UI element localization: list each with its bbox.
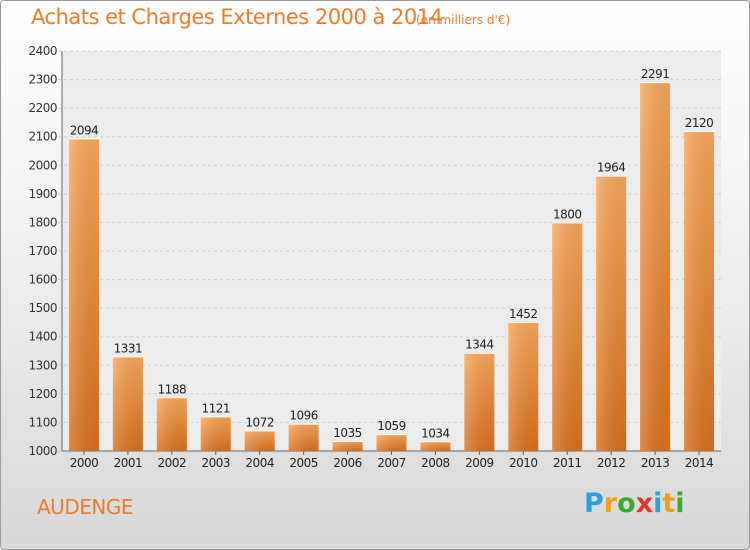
data-label: 1188: [158, 382, 187, 396]
bar-shade: [332, 441, 363, 451]
chart-unit-subtitle: (en milliers d'€): [416, 13, 511, 27]
commune-name: AUDENGE: [37, 495, 133, 519]
bar-shade: [596, 175, 627, 452]
y-tick-label: 1500: [28, 301, 57, 315]
logo-letter: o: [617, 488, 636, 519]
data-label: 1059: [377, 419, 406, 433]
y-tick-label: 2300: [28, 73, 57, 87]
data-label: 1964: [597, 161, 626, 175]
x-tick-label: 2007: [377, 456, 406, 470]
x-tick-label: 2000: [70, 456, 99, 470]
logo-letter: i: [675, 488, 685, 519]
data-label: 2120: [685, 116, 714, 130]
bar-shade: [112, 356, 143, 451]
bar-shade: [420, 441, 451, 451]
logo-letter: x: [635, 488, 654, 519]
bar-shade: [156, 397, 187, 451]
bar-shade: [464, 352, 495, 451]
y-tick-label: 2200: [28, 101, 57, 115]
x-tick-label: 2013: [641, 456, 670, 470]
x-tick-label: 2008: [421, 456, 450, 470]
data-label: 1331: [114, 341, 143, 355]
logo-letter: i: [653, 488, 663, 519]
x-tick-label: 2004: [245, 456, 274, 470]
data-label: 1035: [333, 426, 362, 440]
bar-shade: [552, 222, 583, 451]
y-tick-label: 1100: [28, 415, 57, 429]
y-tick-label: 1000: [28, 444, 57, 458]
y-tick-label: 2400: [28, 44, 57, 58]
chart-title: Achats et Charges Externes 2000 à 2014: [31, 5, 443, 29]
x-tick-label: 2001: [114, 456, 143, 470]
data-label: 1344: [465, 338, 494, 352]
x-tick-label: 2005: [289, 456, 318, 470]
data-label: 1452: [509, 307, 538, 321]
bar-shade: [508, 321, 539, 451]
y-tick-label: 1600: [28, 273, 57, 287]
x-tick-label: 2009: [465, 456, 494, 470]
y-tick-label: 1200: [28, 387, 57, 401]
bar-shade: [640, 82, 671, 452]
bar-shade: [288, 423, 319, 451]
y-tick-label: 1300: [28, 358, 57, 372]
x-tick-label: 2006: [333, 456, 362, 470]
proxiti-logo: Proxiti: [584, 488, 685, 519]
y-tick-label: 2100: [28, 130, 57, 144]
bar-shade: [68, 138, 99, 451]
logo-letter: t: [662, 488, 676, 519]
data-label: 1072: [245, 415, 274, 429]
x-tick-label: 2002: [158, 456, 187, 470]
data-label: 1121: [201, 401, 230, 415]
data-label: 1096: [289, 409, 318, 423]
x-tick-label: 2010: [509, 456, 538, 470]
data-label: 2094: [70, 123, 99, 137]
x-tick-label: 2011: [553, 456, 582, 470]
y-tick-label: 1800: [28, 215, 57, 229]
y-tick-label: 2000: [28, 158, 57, 172]
y-tick-label: 1700: [28, 244, 57, 258]
bar-shade: [376, 434, 407, 451]
data-label: 2291: [641, 67, 670, 81]
x-tick-label: 2014: [685, 456, 714, 470]
y-tick-label: 1400: [28, 330, 57, 344]
data-label: 1800: [553, 207, 582, 221]
bar-shade: [200, 416, 231, 451]
bar-shade: [684, 131, 715, 451]
logo-letter: r: [603, 488, 618, 519]
x-tick-label: 2012: [597, 456, 626, 470]
x-tick-label: 2003: [201, 456, 230, 470]
bar-shade: [244, 430, 275, 451]
logo-letter: P: [584, 488, 604, 519]
data-label: 1034: [421, 426, 450, 440]
y-tick-label: 1900: [28, 187, 57, 201]
